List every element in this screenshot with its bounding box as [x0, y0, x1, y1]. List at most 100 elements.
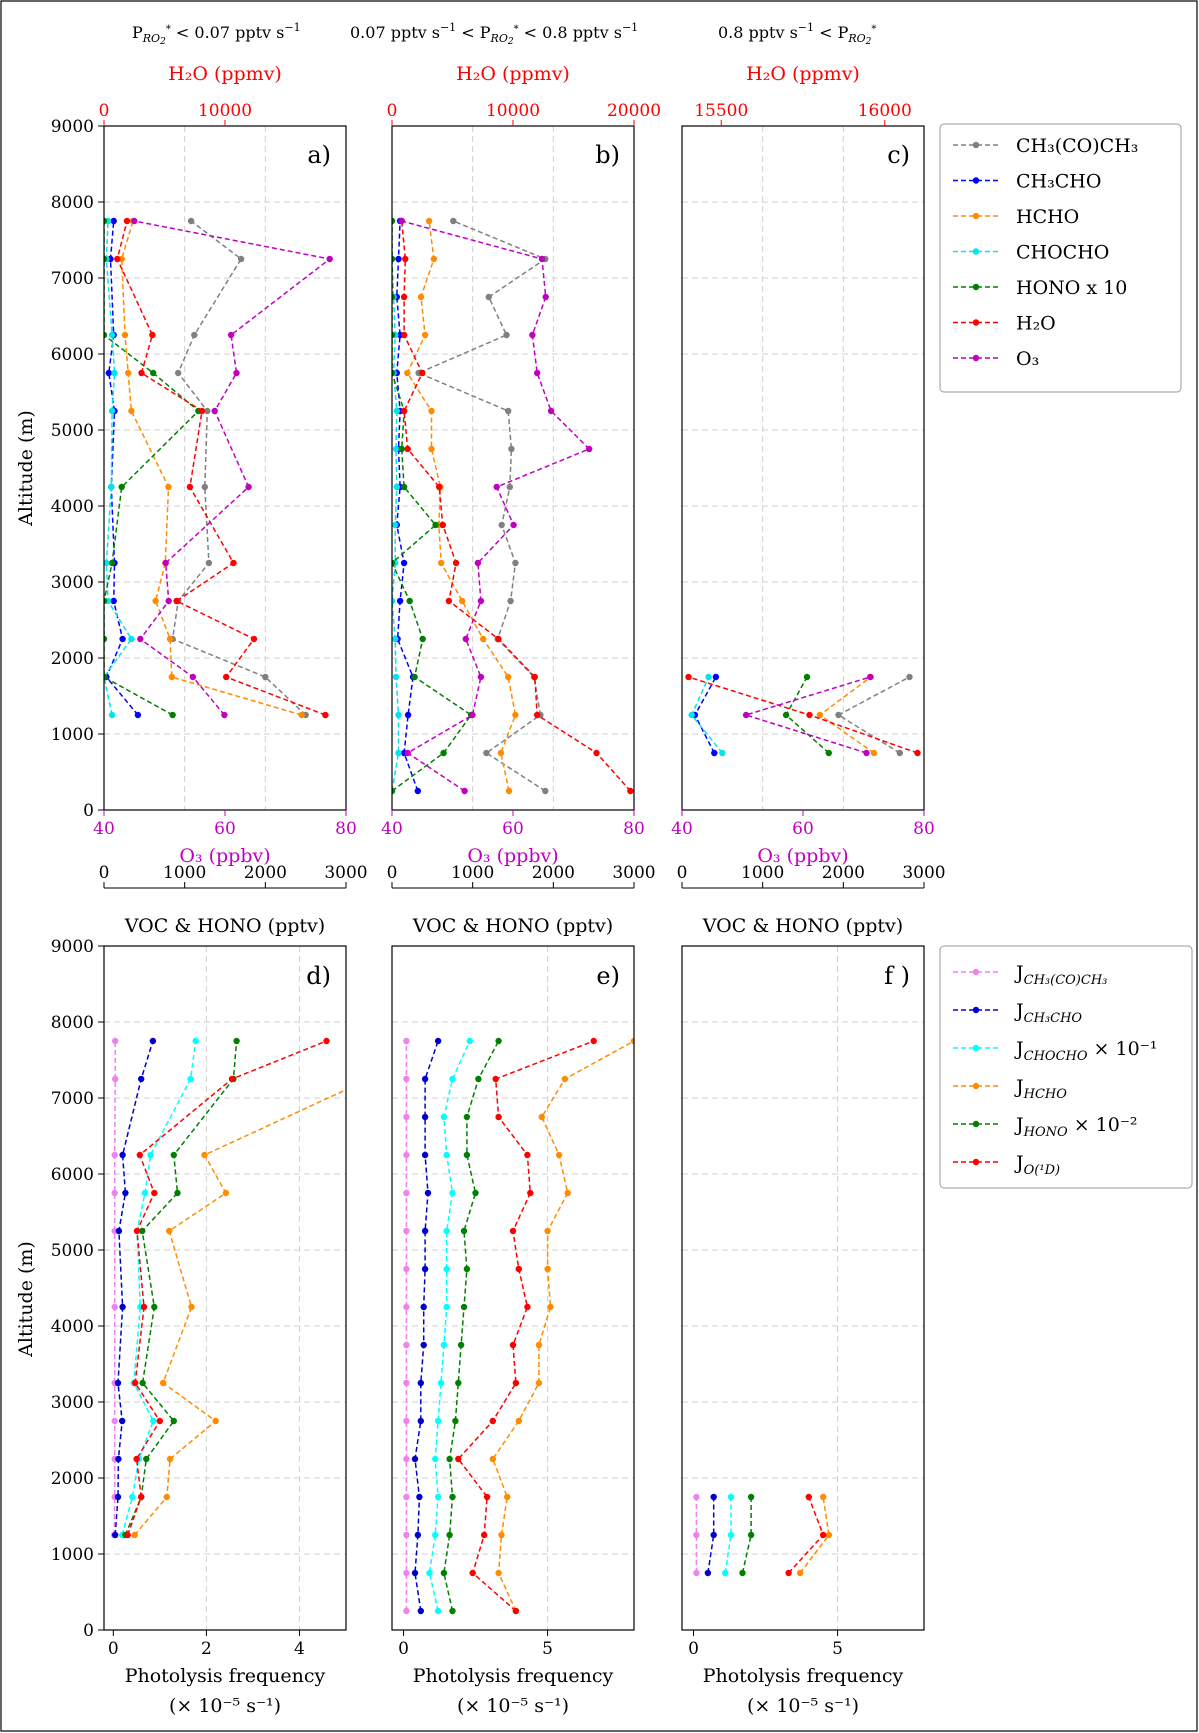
hcho-point: [428, 445, 435, 453]
hono-point: [150, 369, 157, 377]
j_chocho-point: [434, 1607, 442, 1615]
h2o-point: [230, 559, 237, 567]
h2o-tick-label: 0: [387, 101, 398, 121]
o3-point: [510, 521, 517, 529]
h2o-point: [495, 635, 502, 643]
j_ch3cho-point: [420, 1341, 427, 1349]
j_acetone-point: [403, 1493, 410, 1501]
acetone-point: [485, 293, 492, 301]
hcho-point: [166, 635, 174, 643]
j_ch3cho-point: [420, 1303, 427, 1311]
hono-point: [782, 711, 790, 719]
hcho-point: [128, 407, 135, 415]
legend-bottom-label: JCH₃(CO)CH₃: [1014, 962, 1107, 988]
ch3cho-point: [105, 369, 113, 377]
hcho-point: [505, 673, 512, 681]
phot-tick-label: 0: [108, 1639, 119, 1659]
j_ch3cho-point: [149, 1037, 157, 1045]
hono-point: [440, 749, 447, 757]
altitude-tick-label: 2000: [51, 649, 94, 669]
legend-top-label: H₂O: [1016, 313, 1056, 335]
h2o-point: [419, 369, 426, 377]
j_hono-point: [233, 1037, 240, 1045]
j_hono-point: [747, 1493, 755, 1501]
j_o1d-point: [469, 1569, 476, 1577]
o3-point: [211, 407, 218, 415]
o3-point: [131, 217, 138, 225]
j_ch3cho-point: [704, 1569, 712, 1577]
panel-e-series: [403, 1037, 634, 1615]
j_o1d-point: [481, 1531, 488, 1539]
j_acetone-point: [403, 1455, 410, 1463]
hcho-point: [421, 331, 429, 339]
panel-a-letter: a): [307, 141, 331, 169]
j_acetone-point: [403, 1037, 410, 1045]
acetone-point: [187, 217, 195, 225]
j_ch3cho-point: [710, 1493, 717, 1501]
bottom-row-ticks: 0 1000 2000 3000 4000 5000 6000 7000 8000 9000 0 2 4…: [51, 937, 843, 1659]
panel-c: c): [681, 125, 925, 811]
j_hono-point: [463, 1265, 471, 1273]
legend-bottom: JCH₃(CO)CH₃ JCH₃CHO JCHOCHO × 10⁻¹ JHCHO JHO…: [939, 945, 1193, 1189]
j_acetone-point: [403, 1341, 410, 1349]
j_o1d-point: [489, 1417, 496, 1425]
o3-point: [189, 673, 197, 681]
h2o-point: [593, 749, 600, 757]
panel-f-frame: [681, 945, 925, 1631]
h2o-point: [445, 597, 453, 605]
hcho-point: [168, 673, 175, 681]
j_chocho-point: [426, 1569, 433, 1577]
o3-tick-label: 80: [335, 819, 357, 839]
phot-tick-label: 0: [398, 1639, 409, 1659]
j_chocho-point: [443, 1303, 450, 1311]
chocho-point: [392, 597, 396, 605]
acetone-point: [498, 521, 505, 529]
legend-bottom-label: JHCHO: [1014, 1076, 1067, 1102]
j_acetone-point: [112, 1037, 119, 1045]
chocho-point: [393, 407, 400, 415]
j_hcho-point: [222, 1189, 230, 1197]
j_o1d-point: [820, 1531, 827, 1539]
chocho-line: [392, 221, 400, 792]
h2o-tick-label: 20000: [607, 101, 661, 121]
o3-line: [401, 220, 591, 792]
j_hono-point: [455, 1379, 462, 1387]
j_ch3cho-point: [114, 1379, 122, 1387]
j_hono-line: [741, 1497, 752, 1574]
acetone-point: [542, 787, 549, 795]
hono-point: [104, 331, 108, 339]
chocho-point: [393, 483, 400, 491]
h2o-point: [186, 483, 194, 491]
j_hono-point: [139, 1227, 146, 1235]
acetone-line: [171, 220, 307, 716]
j_chocho-point: [147, 1151, 154, 1159]
o3-point: [233, 369, 240, 377]
acetone-point: [205, 559, 213, 567]
j_ch3cho-point: [417, 1417, 424, 1425]
altitude-tick-label: 4000: [51, 1317, 94, 1337]
ch3cho-point: [134, 711, 142, 719]
acetone-point: [262, 673, 269, 681]
j_hcho-point: [163, 1493, 170, 1501]
j_hono-point: [495, 1037, 502, 1045]
j_o1d-point: [509, 1227, 517, 1235]
bin3-label: 0.8 pptv s−1 < PRO2*: [718, 21, 876, 47]
h2o-axis-label-b: H₂O (ppmv): [456, 63, 570, 85]
o3-point: [538, 255, 546, 263]
j_o1d-point: [138, 1493, 145, 1501]
phot-unit-f: (× 10⁻⁵ s⁻¹): [747, 1695, 859, 1717]
altitude-tick-label: 2000: [51, 1469, 94, 1489]
j_o1d-point: [228, 1075, 236, 1083]
altitude-tick-label: 5000: [51, 421, 94, 441]
o3-point: [542, 293, 549, 301]
hono-point: [392, 293, 396, 301]
chocho-point: [128, 635, 135, 643]
voc-axis-label-c: VOC & HONO (pptv): [702, 915, 903, 937]
voc-tick-label: 2000: [532, 863, 575, 883]
j_chocho-point: [432, 1455, 439, 1463]
j_o1d-point: [156, 1417, 163, 1425]
altitude-tick-label: 0: [83, 801, 94, 821]
altitude-tick-label: 7000: [51, 1089, 94, 1109]
legend-top-label: HCHO: [1016, 206, 1079, 228]
